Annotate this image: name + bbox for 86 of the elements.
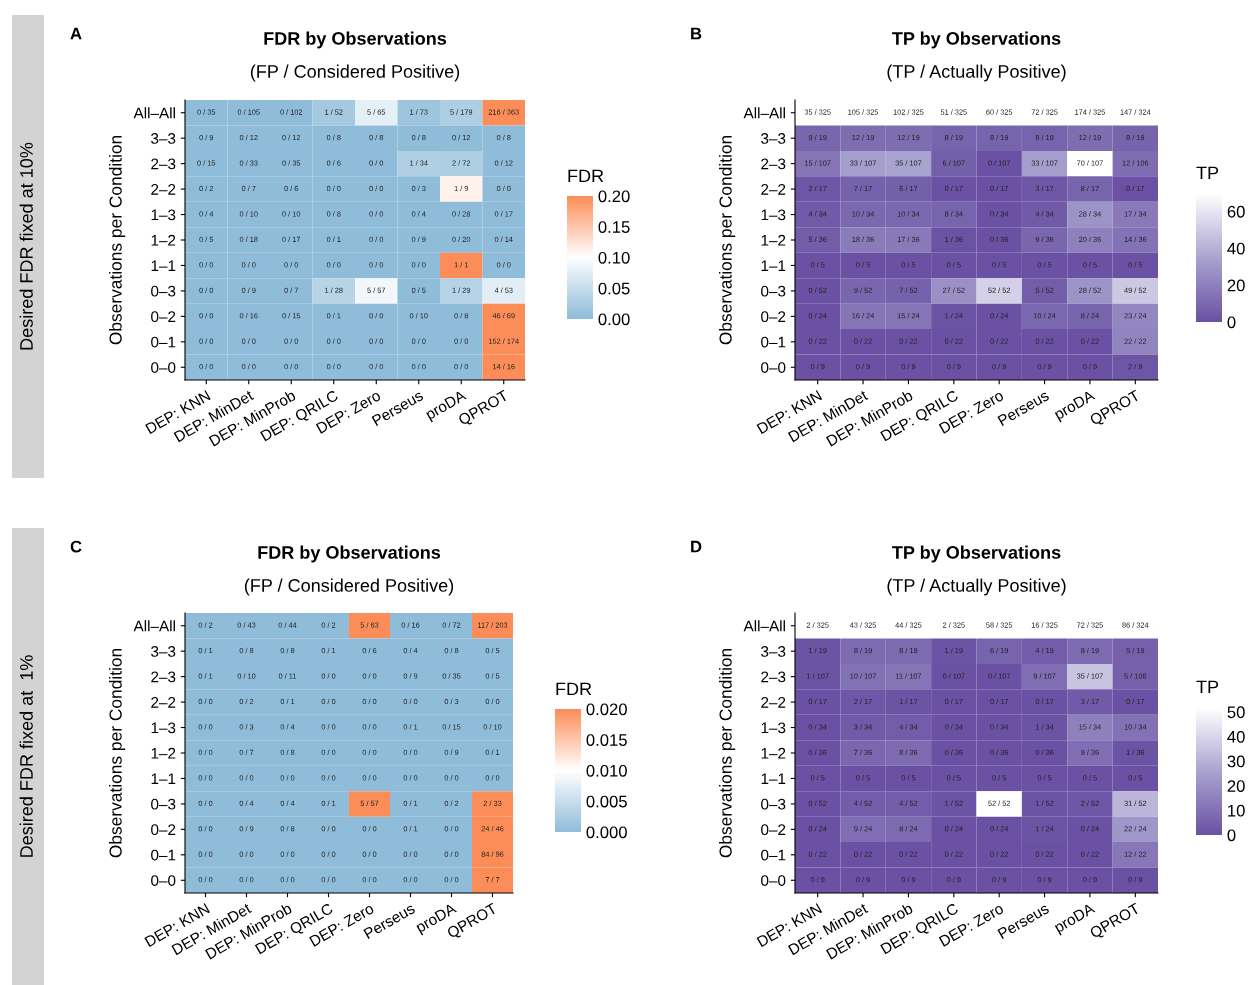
y-tick-label: 1–2 — [151, 234, 176, 246]
y-tick-label: 2–2 — [151, 183, 176, 195]
y-tick-label: All–All — [133, 620, 175, 632]
color-bar-label: 0.010 — [586, 764, 627, 777]
y-tick-label: 0–0 — [761, 362, 786, 373]
y-tick-label: 1–1 — [151, 773, 176, 784]
color-bar-label: 30 — [1227, 755, 1245, 768]
text: C — [70, 540, 82, 553]
text: B — [691, 27, 702, 40]
y-tick-label: 1–2 — [761, 234, 786, 246]
color-bar-title: TP — [1196, 680, 1219, 694]
y-tick-label: 0–2 — [761, 824, 786, 836]
chart-title: FDR by Observations — [264, 31, 447, 49]
y-tick-label: 0–0 — [151, 362, 176, 373]
y-tick-label: 3–3 — [151, 133, 176, 144]
color-bar-label: 0.015 — [586, 734, 627, 746]
chart-subtitle: (FP / Considered Positive) — [244, 578, 454, 596]
y-tick-label: All–All — [743, 620, 785, 632]
color-bar-title: TP — [1196, 166, 1219, 180]
color-bar-label: 40 — [1227, 242, 1245, 255]
chart-subtitle: (FP / Considered Positive) — [250, 64, 460, 82]
y-tick-label: 0–2 — [151, 824, 176, 836]
y-tick-label: 3–3 — [761, 646, 786, 657]
y-tick-label: 1–1 — [151, 260, 176, 271]
color-bar-label: 0.20 — [598, 190, 630, 203]
color-bar-label: 0.10 — [598, 251, 630, 264]
color-bar-label: 50 — [1227, 706, 1245, 719]
color-bar-label: 0.15 — [598, 221, 630, 233]
y-tick-label: 1–3 — [151, 209, 176, 221]
y-tick-label: 0–1 — [761, 336, 786, 348]
y-tick-label: 0–0 — [151, 875, 176, 886]
text: Desired FDR fixed at 10% — [19, 142, 33, 350]
y-tick-label: 1–3 — [761, 209, 786, 221]
color-bar-label: 0 — [1227, 829, 1236, 842]
y-tick-label: 2–2 — [761, 696, 786, 708]
y-tick-label: 2–3 — [761, 158, 786, 170]
y-axis-title: Observations per Condition — [109, 648, 126, 858]
y-tick-label: 0–3 — [761, 285, 786, 297]
y-tick-label: 1–2 — [151, 747, 176, 759]
text: D — [691, 540, 702, 553]
color-bar-label: 40 — [1227, 730, 1245, 743]
color-bar-label: 10 — [1228, 804, 1245, 817]
y-tick-label: 1–1 — [761, 260, 786, 271]
y-tick-label: All–All — [743, 107, 785, 119]
y-tick-label: 3–3 — [761, 133, 786, 144]
chart-subtitle: (TP / Actually Positive) — [887, 64, 1066, 82]
y-tick-label: 0–3 — [151, 285, 176, 297]
y-tick-label: 0–3 — [151, 798, 176, 810]
y-tick-label: 1–3 — [151, 722, 176, 734]
color-bar-label: 0 — [1227, 316, 1236, 329]
y-tick-label: 0–2 — [151, 311, 176, 323]
y-tick-label: 0–1 — [151, 336, 176, 348]
y-tick-label: 0–1 — [151, 849, 176, 861]
y-tick-label: 2–3 — [151, 671, 176, 683]
color-bar-label: 20 — [1227, 780, 1245, 792]
color-bar-title: FDR — [568, 169, 604, 183]
y-tick-label: 0–3 — [761, 798, 786, 810]
color-bar-label: 0.005 — [586, 795, 627, 808]
color-bar-label: 0.05 — [598, 282, 630, 295]
y-tick-label: 0–0 — [761, 875, 786, 886]
y-tick-label: 2–2 — [151, 696, 176, 708]
chart-title: FDR by Observations — [258, 545, 441, 563]
color-bar-label: 0.000 — [586, 826, 627, 839]
y-tick-label: 0–2 — [761, 311, 786, 323]
y-tick-label: 1–1 — [761, 773, 786, 784]
color-bar-label: 0.00 — [598, 313, 630, 326]
y-tick-label: All–All — [133, 107, 175, 119]
color-bar-label: 20 — [1227, 279, 1245, 292]
y-tick-label: 2–3 — [151, 158, 176, 170]
y-tick-label: 1–3 — [761, 722, 786, 734]
color-bar-label: 0.020 — [586, 703, 627, 716]
y-tick-label: 2–2 — [761, 183, 786, 195]
chart-title: TP by Observations — [892, 31, 1061, 49]
text: A — [70, 27, 82, 40]
y-tick-label: 1–2 — [761, 747, 786, 759]
y-axis-title: Observations per Condition — [719, 135, 736, 345]
color-bar-label: 60 — [1227, 205, 1245, 218]
y-axis-title: Observations per Condition — [109, 135, 126, 345]
color-bar-title: FDR — [556, 682, 592, 696]
y-axis-title: Observations per Condition — [719, 648, 736, 858]
y-tick-label: 3–3 — [151, 646, 176, 657]
chart-subtitle: (TP / Actually Positive) — [887, 578, 1066, 596]
y-tick-label: 0–1 — [761, 849, 786, 861]
y-tick-label: 2–3 — [761, 671, 786, 683]
chart-title: TP by Observations — [892, 545, 1061, 563]
text: Desired FDR fixed at 1% — [19, 655, 33, 857]
